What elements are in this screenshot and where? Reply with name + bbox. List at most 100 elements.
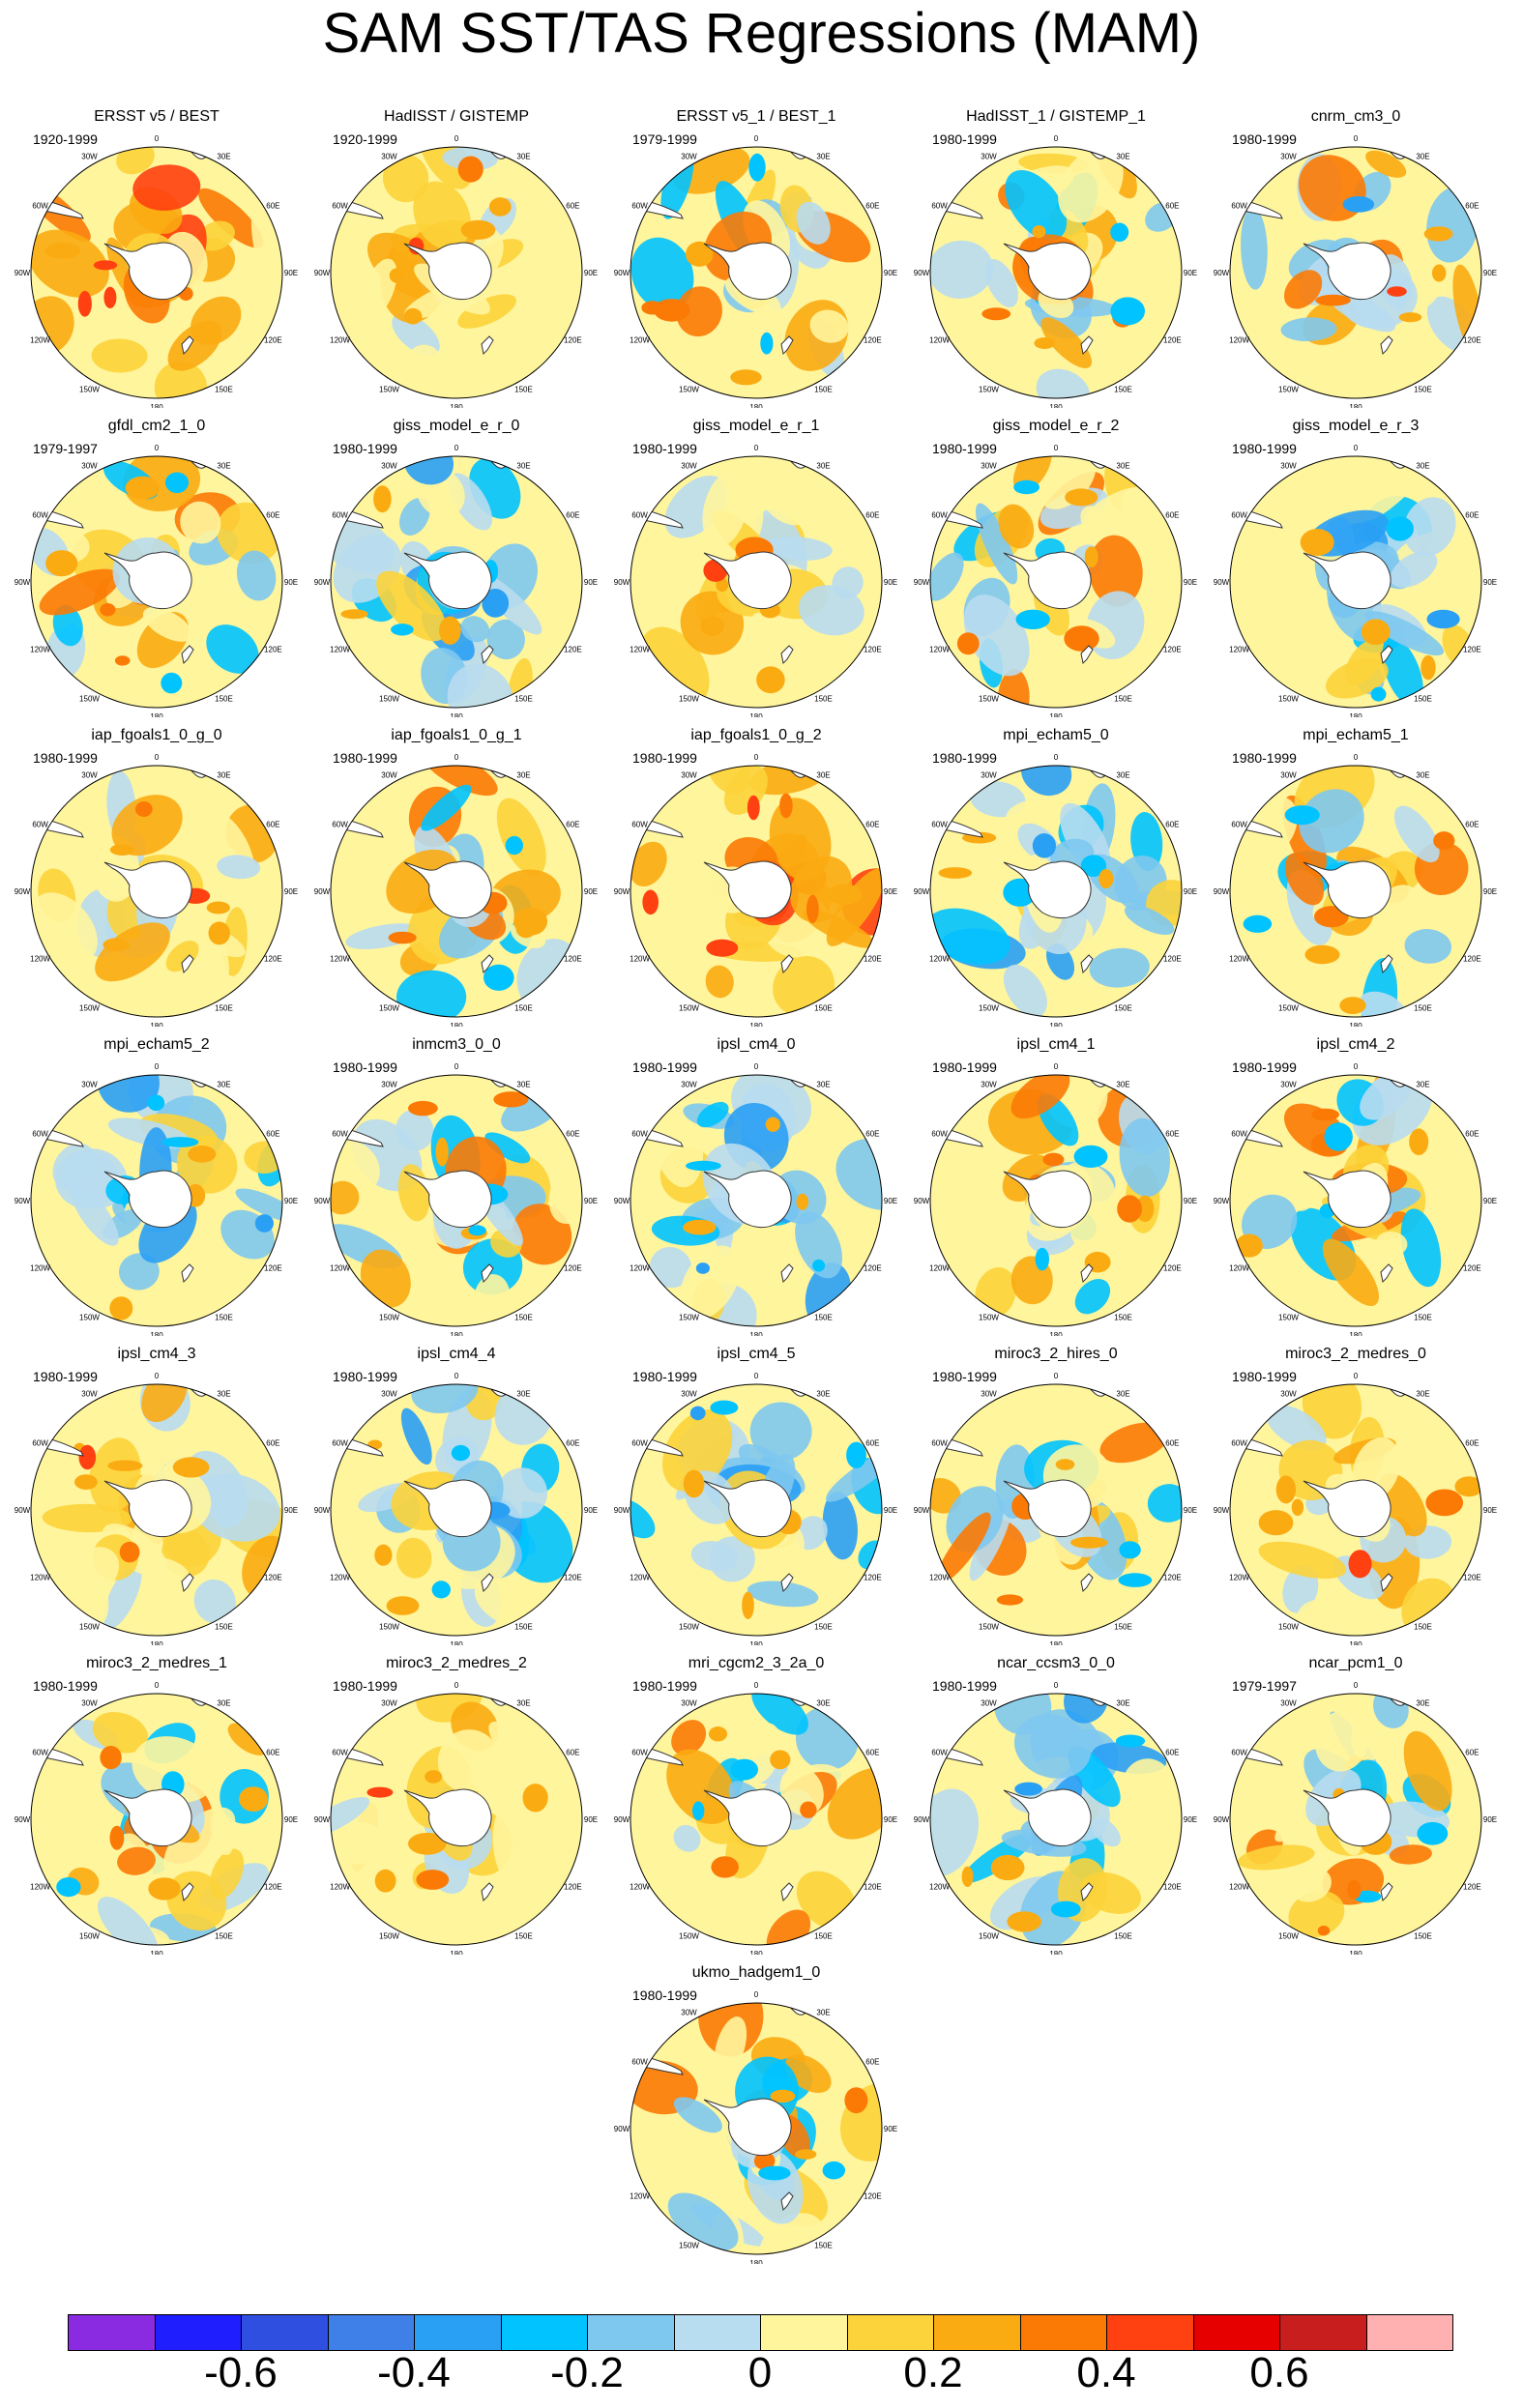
colorbar-swatch [1106,2314,1194,2351]
longitude-label: 30W [81,153,98,161]
anomaly-patch [747,1581,819,1608]
australia-landmass [264,1563,282,1619]
anomaly-core [1007,1911,1041,1932]
map-area: 0 30E 60E 90E 120E 150E 180 150W 120W 90W 60W 30W [311,130,601,412]
anomaly-core [990,1854,1025,1881]
panel-title: ncar_ccsm3_0_0 [997,1655,1115,1671]
longitude-label: 30W [681,1081,697,1089]
polar-map: 0 30E 60E 90E 120E 150E 180 150W 120W 90W 60W 30W [1214,1681,1497,1958]
longitude-label: 0 [155,753,160,762]
map-panel: giss_model_e_r_1 0 30E 60E 90E 120E 150E 180 150… [611,418,901,721]
new-zealand-landmass [780,1882,794,1902]
longitude-label: 120E [1463,955,1481,964]
anomaly-patch [206,624,259,674]
longitude-label: 120E [864,1883,882,1892]
anomaly-patch [235,1188,282,1223]
longitude-label: 60W [32,511,48,520]
panel-title: ncar_pcm1_0 [1308,1655,1403,1671]
longitude-label: 60E [1165,1439,1179,1448]
longitude-label: 90E [284,269,298,277]
longitude-label: 90W [314,269,331,277]
longitude-label: 150W [679,1622,699,1631]
anomaly-core [692,1801,705,1821]
anomaly-patch [1230,1171,1255,1201]
longitude-label: 120E [864,646,882,654]
longitude-label: 60E [865,511,879,520]
longitude-label: 90E [1184,1815,1197,1824]
longitude-label: 90E [1184,1506,1197,1515]
longitude-label: 120W [929,955,950,964]
polar-map: 0 30E 60E 90E 120E 150E 180 150W 120W 90W 60W 30W [914,1372,1197,1649]
anomaly-patch [331,1141,380,1192]
anomaly-patch [406,344,443,382]
longitude-label: 150W [679,2241,699,2249]
anomaly-core [710,1400,739,1415]
map-border [1229,455,1482,709]
anomaly-patch [679,1245,741,1320]
anomaly-patch [117,1846,156,1875]
longitude-label: 150W [379,1931,399,1940]
anomaly-core [1409,1128,1429,1155]
map-border [30,1693,283,1946]
anomaly-patch [1258,1541,1347,1580]
anomaly-patch [492,1802,532,1887]
longitude-label: 90W [1214,269,1230,277]
panel-period: 1980-1999 [333,1678,397,1694]
anomaly-patch [696,1101,729,1128]
panel-period: 1980-1999 [333,1369,397,1384]
anomaly-patch [1099,1422,1169,1464]
anomaly-core [513,907,548,936]
map-panel: giss_model_e_r_0 0 30E 60E 90E 120E 150E 180 150… [311,418,601,721]
anomaly-patch [52,1143,97,1190]
map-border [929,1074,1183,1327]
map-area: 0 30E 60E 90E 120E 150E 180 150W 120W 90W 60W 30W [911,439,1201,721]
longitude-label: 150E [1414,385,1432,393]
longitude-label: 60W [332,1439,348,1448]
antarctica-landmass [1003,1788,1092,1847]
map-area: 0 30E 60E 90E 120E 150E 180 150W 120W 90W 60W 30W [311,439,601,721]
anomaly-core [689,1406,706,1421]
longitude-label: 150W [679,694,699,703]
anomaly-patch [1445,897,1473,920]
longitude-label: 30E [217,1699,230,1708]
polar-map: 0 30E 60E 90E 120E 150E 180 150W 120W 90W 60W 30W [1214,134,1497,412]
anomaly-core [1420,654,1436,681]
anomaly-patch [963,595,1030,677]
longitude-label: 60E [865,1749,879,1757]
new-zealand-landmass [181,645,194,665]
australia-landmass [564,635,582,691]
longitude-label: 180 [749,712,763,717]
anomaly-core [451,1444,470,1462]
longitude-label: 30W [681,1699,697,1708]
anomaly-core [1118,1573,1153,1587]
longitude-label: 30W [81,1081,98,1089]
longitude-label: 150E [514,1622,533,1631]
polar-map: 0 30E 60E 90E 120E 150E 180 150W 120W 90W 60W 30W [614,1990,897,2268]
panel-title: mpi_echam5_2 [103,1036,210,1053]
longitude-label: 90E [1184,269,1197,277]
map-border [30,1383,283,1637]
longitude-label: 30E [816,153,830,161]
anomaly-core [747,795,760,821]
panel-period: 1920-1999 [33,131,98,147]
longitude-label: 120E [1163,955,1182,964]
longitude-label: 90W [314,1815,331,1824]
map-area: 0 30E 60E 90E 120E 150E 180 150W 120W 90W 60W 30W [12,130,302,412]
longitude-label: 30E [1416,462,1429,471]
antarctica-landmass [103,860,192,919]
longitude-label: 60W [931,1439,948,1448]
longitude-label: 120W [630,1574,650,1582]
anomaly-core [1110,297,1145,326]
longitude-label: 90E [884,887,897,896]
anomaly-core [493,1091,529,1108]
colorbar-swatch [760,2314,848,2351]
anomaly-core [1433,831,1455,851]
longitude-label: 120W [30,955,50,964]
anomaly-patch [798,585,864,636]
anomaly-patch [496,1467,548,1519]
panel-title: ipsl_cm4_4 [417,1346,496,1362]
longitude-label: 60W [631,2058,648,2067]
anomaly-core [1084,546,1098,568]
antarctica-landmass [103,551,192,610]
new-zealand-landmass [1380,335,1393,356]
